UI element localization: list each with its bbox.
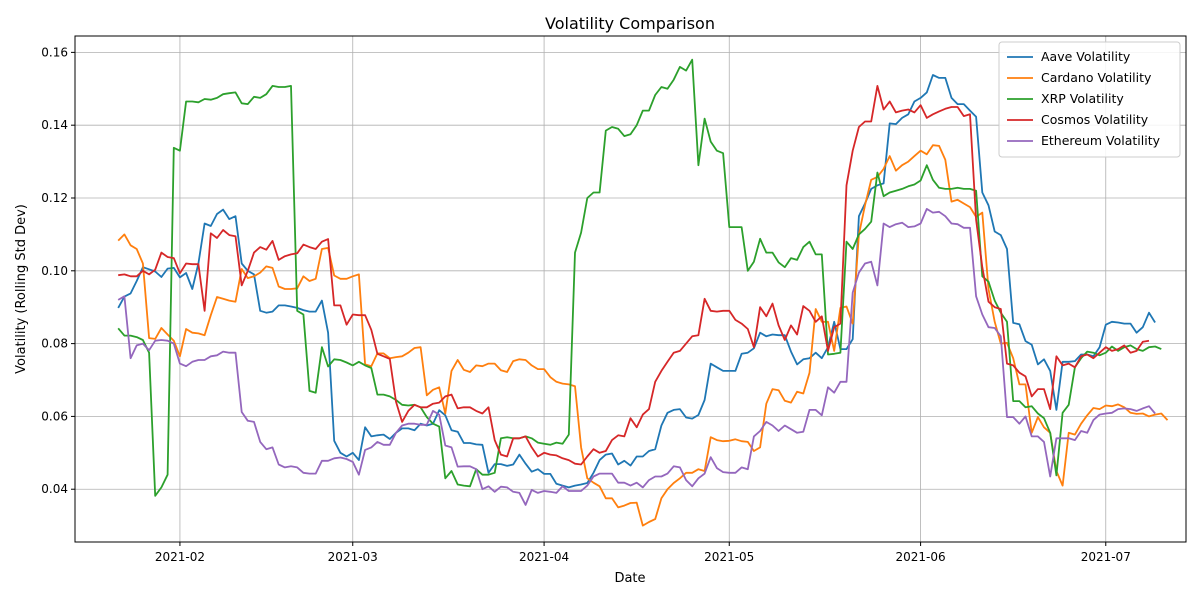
x-axis-label: Date [614,571,645,586]
legend-label: Ethereum Volatility [1041,133,1161,148]
y-tick-label: 0.06 [41,409,68,423]
legend-label: Cardano Volatility [1041,70,1152,85]
series-line-cosmos-volatility [118,85,1150,466]
legend-label: Aave Volatility [1041,49,1131,64]
y-tick-label: 0.08 [41,337,68,351]
series-line-cardano-volatility [117,144,1169,527]
x-tick-label: 2021-05 [704,550,754,564]
x-axis-ticks: 2021-02 2021-03 2021-04 2021-05 2021-06 2021-… [155,542,1131,564]
series-line-xrp-volatility [117,58,1162,497]
chart-title: Volatility Comparison [545,14,715,33]
legend-label: Cosmos Volatility [1041,112,1149,127]
x-tick-label: 2021-06 [896,550,946,564]
legend-label: XRP Volatility [1041,91,1124,106]
plot-series [117,58,1169,527]
x-tick-label: 2021-04 [519,550,569,564]
legend: Aave Volatility Cardano Volatility XRP Vol… [998,41,1181,158]
y-axis-label: Volatility (Rolling Std Dev) [14,204,29,374]
x-tick-label: 2021-02 [155,550,205,564]
x-tick-label: 2021-03 [328,550,378,564]
x-tick-label: 2021-07 [1081,550,1131,564]
y-tick-label: 0.10 [41,264,68,278]
plot-frame [74,35,1187,543]
y-tick-label: 0.16 [41,45,68,59]
y-tick-label: 0.14 [41,118,68,132]
grid [75,36,1186,542]
legend-box [998,41,1181,158]
series-line-ethereum-volatility [117,207,1156,506]
y-tick-label: 0.12 [41,191,68,205]
y-tick-label: 0.04 [41,482,68,496]
y-axis-ticks: 0.04 0.06 0.08 0.10 0.12 0.14 0.16 [41,45,75,496]
series-line-aave-volatility [117,74,1156,489]
